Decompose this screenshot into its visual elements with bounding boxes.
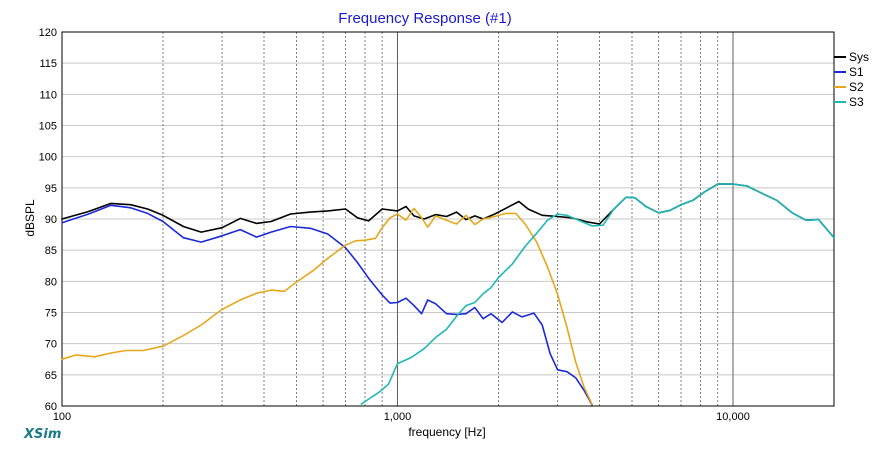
series-line-s3 xyxy=(360,183,835,405)
axis-ticks: 60 65 70 75 80 85 90 95 100 105 110 115 120 100 1,000 1… xyxy=(39,27,750,423)
series-line-s1 xyxy=(61,204,593,406)
series-line-s2 xyxy=(61,207,593,405)
y-tick-label: 80 xyxy=(45,276,57,288)
y-tick-label: 75 xyxy=(45,308,57,320)
x-tick-label: 10,000 xyxy=(716,411,750,423)
grid xyxy=(62,32,834,406)
y-tick-label: 65 xyxy=(45,370,57,382)
y-tick-label: 120 xyxy=(39,27,57,39)
y-tick-label: 115 xyxy=(39,58,57,70)
x-axis-label: frequency [Hz] xyxy=(408,425,485,439)
x-tick-label: 1,000 xyxy=(384,411,412,423)
y-tick-label: 105 xyxy=(39,121,57,133)
x-tick-label: 100 xyxy=(53,411,71,423)
y-tick-label: 90 xyxy=(45,214,57,226)
legend-label-s2: S2 xyxy=(849,80,864,94)
legend-label-sys: Sys xyxy=(849,50,869,64)
legend-label-s3: S3 xyxy=(849,95,864,109)
y-tick-label: 70 xyxy=(45,339,57,351)
series-line-sys xyxy=(61,183,835,239)
y-tick-label: 100 xyxy=(39,152,57,164)
legend-label-s1: S1 xyxy=(849,65,864,79)
y-axis-label: dBSPL xyxy=(23,199,37,237)
y-tick-label: 85 xyxy=(45,245,57,257)
y-tick-label: 110 xyxy=(39,89,57,101)
series-lines xyxy=(61,183,835,406)
y-tick-label: 95 xyxy=(45,183,57,195)
chart-title: Frequency Response (#1) xyxy=(338,10,511,27)
xsim-brand-label: XSim xyxy=(24,427,62,442)
y-tick-label: 60 xyxy=(45,401,57,413)
